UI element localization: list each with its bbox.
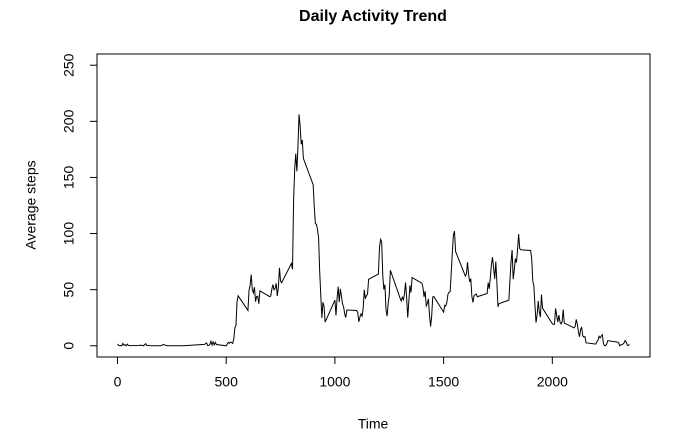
x-tick-label: 1000 [319, 374, 350, 390]
x-axis-label: Time [358, 416, 389, 432]
y-axis-label: Average steps [23, 160, 39, 249]
y-tick-label: 150 [61, 166, 77, 190]
y-tick-label: 50 [61, 282, 77, 298]
y-tick-label: 200 [61, 109, 77, 133]
chart-title: Daily Activity Trend [299, 8, 447, 25]
y-tick-label: 0 [61, 342, 77, 350]
x-tick-label: 0 [114, 374, 122, 390]
y-tick-label: 250 [61, 53, 77, 77]
y-tick-label: 100 [61, 222, 77, 246]
x-tick-label: 1500 [428, 374, 459, 390]
x-tick-label: 500 [215, 374, 239, 390]
data-line [117, 114, 630, 347]
x-tick-label: 2000 [537, 374, 568, 390]
plot-frame [96, 53, 651, 358]
